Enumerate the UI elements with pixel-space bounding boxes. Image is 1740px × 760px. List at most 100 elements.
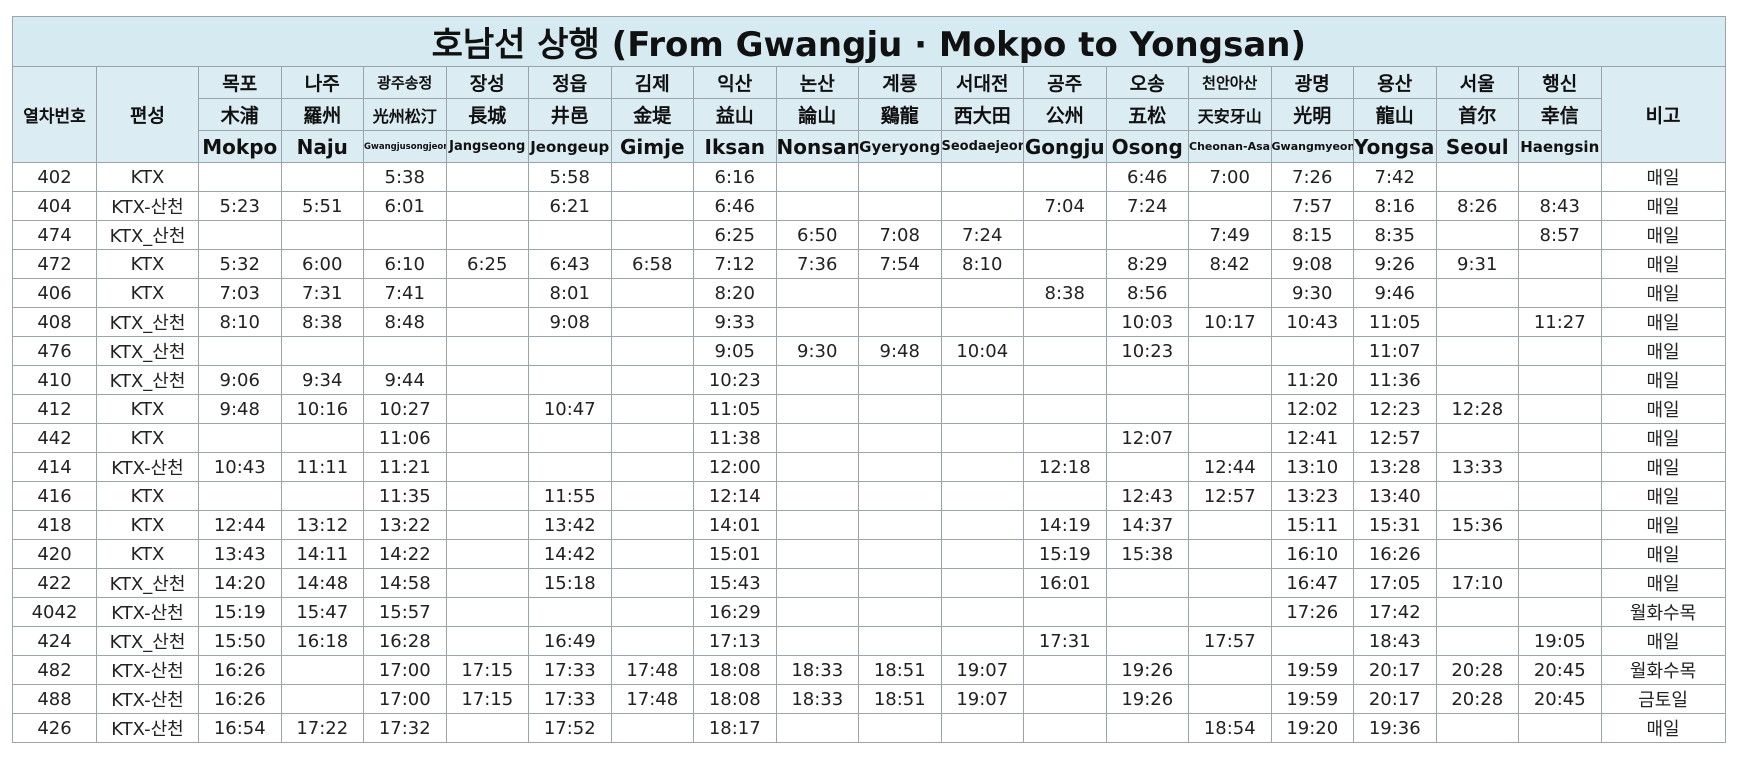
time-cell: 16:01 [1023,568,1107,598]
time-cell: 14:37 [1105,510,1189,540]
time-cell: 17:00 [363,655,447,685]
station-hanja: 論山 [775,98,859,131]
header-cell: 편성 [96,66,199,163]
time-cell [610,539,694,569]
time-cell: 15:36 [1435,510,1519,540]
formation: KTX_산천 [96,307,199,337]
train-number: 406 [12,278,97,308]
time-cell [858,191,942,221]
station-english: Jeongeup [528,130,612,163]
time-cell: 13:12 [280,510,364,540]
note: 매일 [1600,481,1726,511]
station-english: Gongju [1023,130,1107,163]
time-cell: 15:57 [363,597,447,627]
time-cell [1435,365,1519,395]
time-cell: 12:28 [1435,394,1519,424]
time-cell: 16:29 [693,597,777,627]
note: 월화수목 [1600,655,1726,685]
time-cell [445,307,529,337]
time-cell: 9:30 [775,336,859,366]
time-cell: 17:31 [1023,626,1107,656]
note: 매일 [1600,307,1726,337]
time-cell: 14:11 [280,539,364,569]
time-cell [1023,394,1107,424]
time-cell: 10:47 [528,394,612,424]
time-cell: 16:10 [1270,539,1354,569]
train-row: 412 KTX 9:48 10:16 10:27 10:47 11:05 12:02 12:23… [12,394,1726,424]
time-cell: 20:28 [1435,655,1519,685]
formation: KTX [96,278,199,308]
time-cell [1023,481,1107,511]
time-cell: 9:30 [1270,278,1354,308]
note: 매일 [1600,249,1726,279]
time-cell: 10:43 [198,452,282,482]
time-cell [858,568,942,598]
time-cell [198,481,282,511]
time-cell: 12:41 [1270,423,1354,453]
time-cell: 7:04 [1023,191,1107,221]
time-cell: 19:59 [1270,684,1354,714]
time-cell [775,162,859,192]
time-cell [858,510,942,540]
time-cell [610,278,694,308]
time-cell [775,510,859,540]
train-number: 410 [12,365,97,395]
time-cell [940,568,1024,598]
time-cell [280,220,364,250]
train-row: 418 KTX 12:44 13:12 13:22 13:42 14:01 14:19 14:3… [12,510,1726,540]
time-cell [940,162,1024,192]
time-cell [1188,394,1272,424]
time-cell [775,626,859,656]
station-korean: 천안아산 [1188,66,1272,99]
time-cell: 17:48 [610,684,694,714]
station-hanja: 井邑 [528,98,612,131]
time-cell [280,162,364,192]
time-cell: 10:17 [1188,307,1272,337]
time-cell: 13:22 [363,510,447,540]
station-english: Seoul [1435,130,1519,163]
time-cell: 6:01 [363,191,447,221]
time-cell [940,394,1024,424]
time-cell: 11:35 [363,481,447,511]
time-cell [445,365,529,395]
time-cell [775,568,859,598]
note: 매일 [1600,539,1726,569]
note: 매일 [1600,365,1726,395]
time-cell: 10:16 [280,394,364,424]
time-cell [610,307,694,337]
station-english: Haengsin [1518,130,1602,163]
time-cell: 6:46 [693,191,777,221]
time-cell: 15:50 [198,626,282,656]
time-cell: 18:51 [858,655,942,685]
time-cell: 8:57 [1518,220,1602,250]
time-cell [280,481,364,511]
note: 매일 [1600,713,1726,743]
time-cell: 8:43 [1518,191,1602,221]
time-cell: 5:51 [280,191,364,221]
note: 매일 [1600,191,1726,221]
time-cell [445,423,529,453]
time-cell: 15:43 [693,568,777,598]
formation: KTX-산천 [96,655,199,685]
note: 금토일 [1600,684,1726,714]
time-cell [1023,336,1107,366]
time-cell [1105,597,1189,627]
time-cell [1518,597,1602,627]
time-cell [858,307,942,337]
time-cell: 12:07 [1105,423,1189,453]
time-cell [1435,423,1519,453]
station-korean: 서울 [1435,66,1519,99]
station-korean: 장성 [445,66,529,99]
time-cell [940,510,1024,540]
time-cell [445,713,529,743]
time-cell: 6:50 [775,220,859,250]
time-cell: 15:47 [280,597,364,627]
time-cell: 5:38 [363,162,447,192]
time-cell [1518,423,1602,453]
time-cell [1105,626,1189,656]
time-cell: 18:17 [693,713,777,743]
train-number: 414 [12,452,97,482]
train-number: 488 [12,684,97,714]
time-cell [610,220,694,250]
time-cell: 20:17 [1353,684,1437,714]
